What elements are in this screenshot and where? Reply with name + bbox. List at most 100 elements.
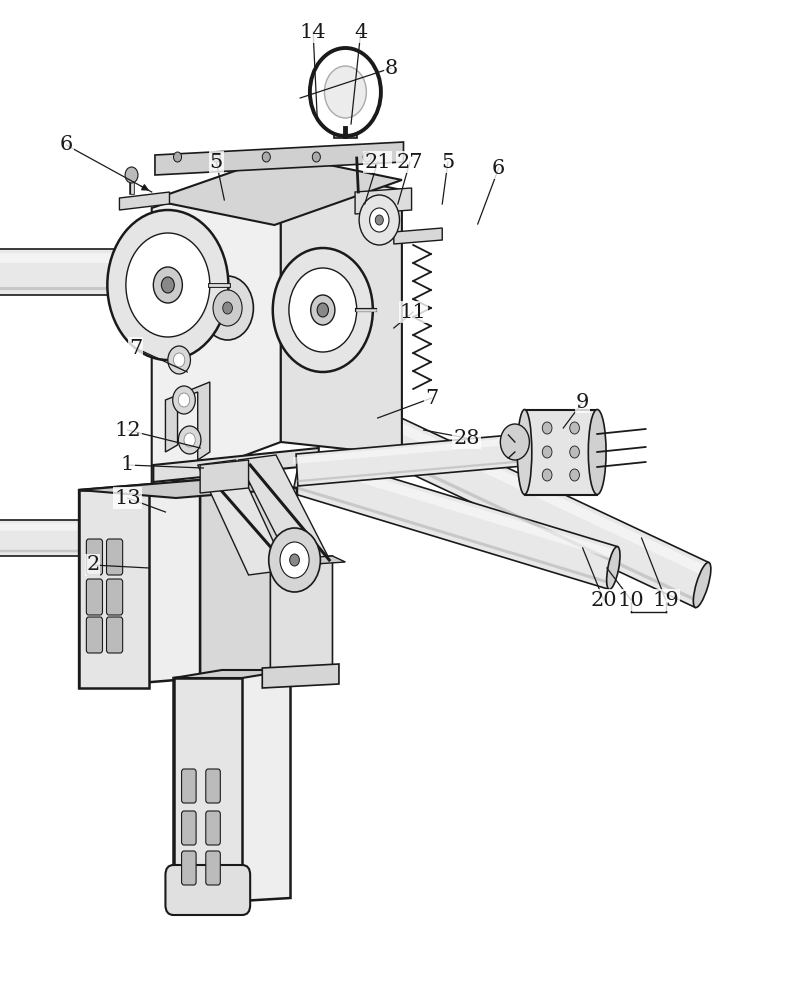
FancyBboxPatch shape: [182, 811, 196, 845]
FancyBboxPatch shape: [206, 769, 220, 803]
Text: 28: 28: [454, 428, 479, 448]
Circle shape: [542, 469, 552, 481]
Polygon shape: [200, 480, 297, 682]
Ellipse shape: [588, 410, 606, 494]
Text: 21: 21: [365, 152, 391, 172]
FancyBboxPatch shape: [86, 579, 102, 615]
Circle shape: [184, 433, 195, 447]
Circle shape: [542, 422, 552, 434]
Polygon shape: [525, 410, 597, 495]
Polygon shape: [79, 480, 200, 688]
Circle shape: [273, 248, 373, 372]
Polygon shape: [174, 670, 291, 678]
Circle shape: [126, 233, 210, 337]
Circle shape: [202, 276, 253, 340]
Circle shape: [312, 152, 320, 162]
Circle shape: [168, 346, 190, 374]
Text: 14: 14: [300, 22, 326, 41]
Text: 4: 4: [354, 22, 367, 41]
FancyBboxPatch shape: [107, 579, 123, 615]
FancyBboxPatch shape: [206, 851, 220, 885]
Polygon shape: [394, 228, 442, 244]
Circle shape: [213, 290, 242, 326]
Text: 6: 6: [492, 158, 505, 178]
Circle shape: [324, 66, 366, 118]
Circle shape: [161, 277, 174, 293]
Polygon shape: [119, 192, 169, 210]
Text: 9: 9: [576, 392, 589, 412]
FancyBboxPatch shape: [86, 617, 102, 653]
Circle shape: [262, 152, 270, 162]
Polygon shape: [344, 398, 709, 607]
Circle shape: [317, 303, 328, 317]
Circle shape: [363, 152, 371, 162]
Ellipse shape: [117, 520, 125, 556]
Polygon shape: [152, 165, 281, 490]
Circle shape: [311, 295, 335, 325]
Circle shape: [178, 426, 201, 454]
Text: 5: 5: [441, 152, 454, 172]
Polygon shape: [0, 520, 121, 556]
Circle shape: [174, 152, 182, 162]
Polygon shape: [174, 678, 242, 905]
Polygon shape: [270, 556, 345, 566]
Text: 7: 7: [129, 338, 142, 358]
Circle shape: [107, 210, 228, 360]
Polygon shape: [174, 670, 291, 905]
Ellipse shape: [693, 562, 711, 608]
Polygon shape: [334, 128, 357, 138]
Circle shape: [269, 528, 320, 592]
Circle shape: [178, 393, 190, 407]
FancyBboxPatch shape: [206, 811, 220, 845]
Circle shape: [310, 48, 381, 136]
Circle shape: [289, 268, 357, 352]
Circle shape: [500, 424, 529, 460]
Polygon shape: [262, 664, 339, 688]
Circle shape: [570, 446, 579, 458]
Text: 2: 2: [86, 556, 99, 574]
Circle shape: [125, 167, 138, 183]
Polygon shape: [200, 460, 249, 493]
Circle shape: [570, 469, 579, 481]
Text: 7: 7: [425, 388, 438, 408]
Polygon shape: [355, 188, 412, 214]
Polygon shape: [270, 556, 332, 674]
Text: 1: 1: [121, 456, 134, 475]
Text: 8: 8: [385, 58, 398, 78]
Text: 11: 11: [399, 302, 427, 322]
Polygon shape: [281, 165, 402, 455]
Text: 12: 12: [115, 420, 140, 440]
Circle shape: [174, 353, 185, 367]
FancyBboxPatch shape: [182, 769, 196, 803]
Polygon shape: [198, 460, 286, 575]
Text: 6: 6: [60, 135, 73, 154]
Polygon shape: [79, 480, 297, 498]
Circle shape: [223, 302, 232, 314]
Text: 19: 19: [652, 590, 679, 609]
FancyBboxPatch shape: [107, 617, 123, 653]
FancyBboxPatch shape: [107, 539, 123, 575]
Ellipse shape: [607, 547, 620, 589]
Polygon shape: [165, 382, 210, 460]
Text: 20: 20: [591, 590, 617, 609]
Ellipse shape: [517, 410, 532, 494]
Circle shape: [173, 386, 195, 414]
Polygon shape: [293, 451, 617, 589]
Circle shape: [290, 554, 299, 566]
Polygon shape: [0, 249, 176, 295]
Circle shape: [370, 208, 389, 232]
Polygon shape: [155, 142, 404, 175]
Polygon shape: [79, 490, 149, 688]
Circle shape: [280, 542, 309, 578]
FancyBboxPatch shape: [86, 539, 102, 575]
Circle shape: [542, 446, 552, 458]
Ellipse shape: [170, 249, 182, 295]
FancyBboxPatch shape: [182, 851, 196, 885]
Circle shape: [212, 152, 220, 162]
Circle shape: [375, 215, 383, 225]
Text: 5: 5: [210, 152, 223, 172]
Polygon shape: [296, 434, 524, 486]
Circle shape: [153, 267, 182, 303]
Ellipse shape: [519, 434, 527, 466]
Circle shape: [359, 195, 399, 245]
